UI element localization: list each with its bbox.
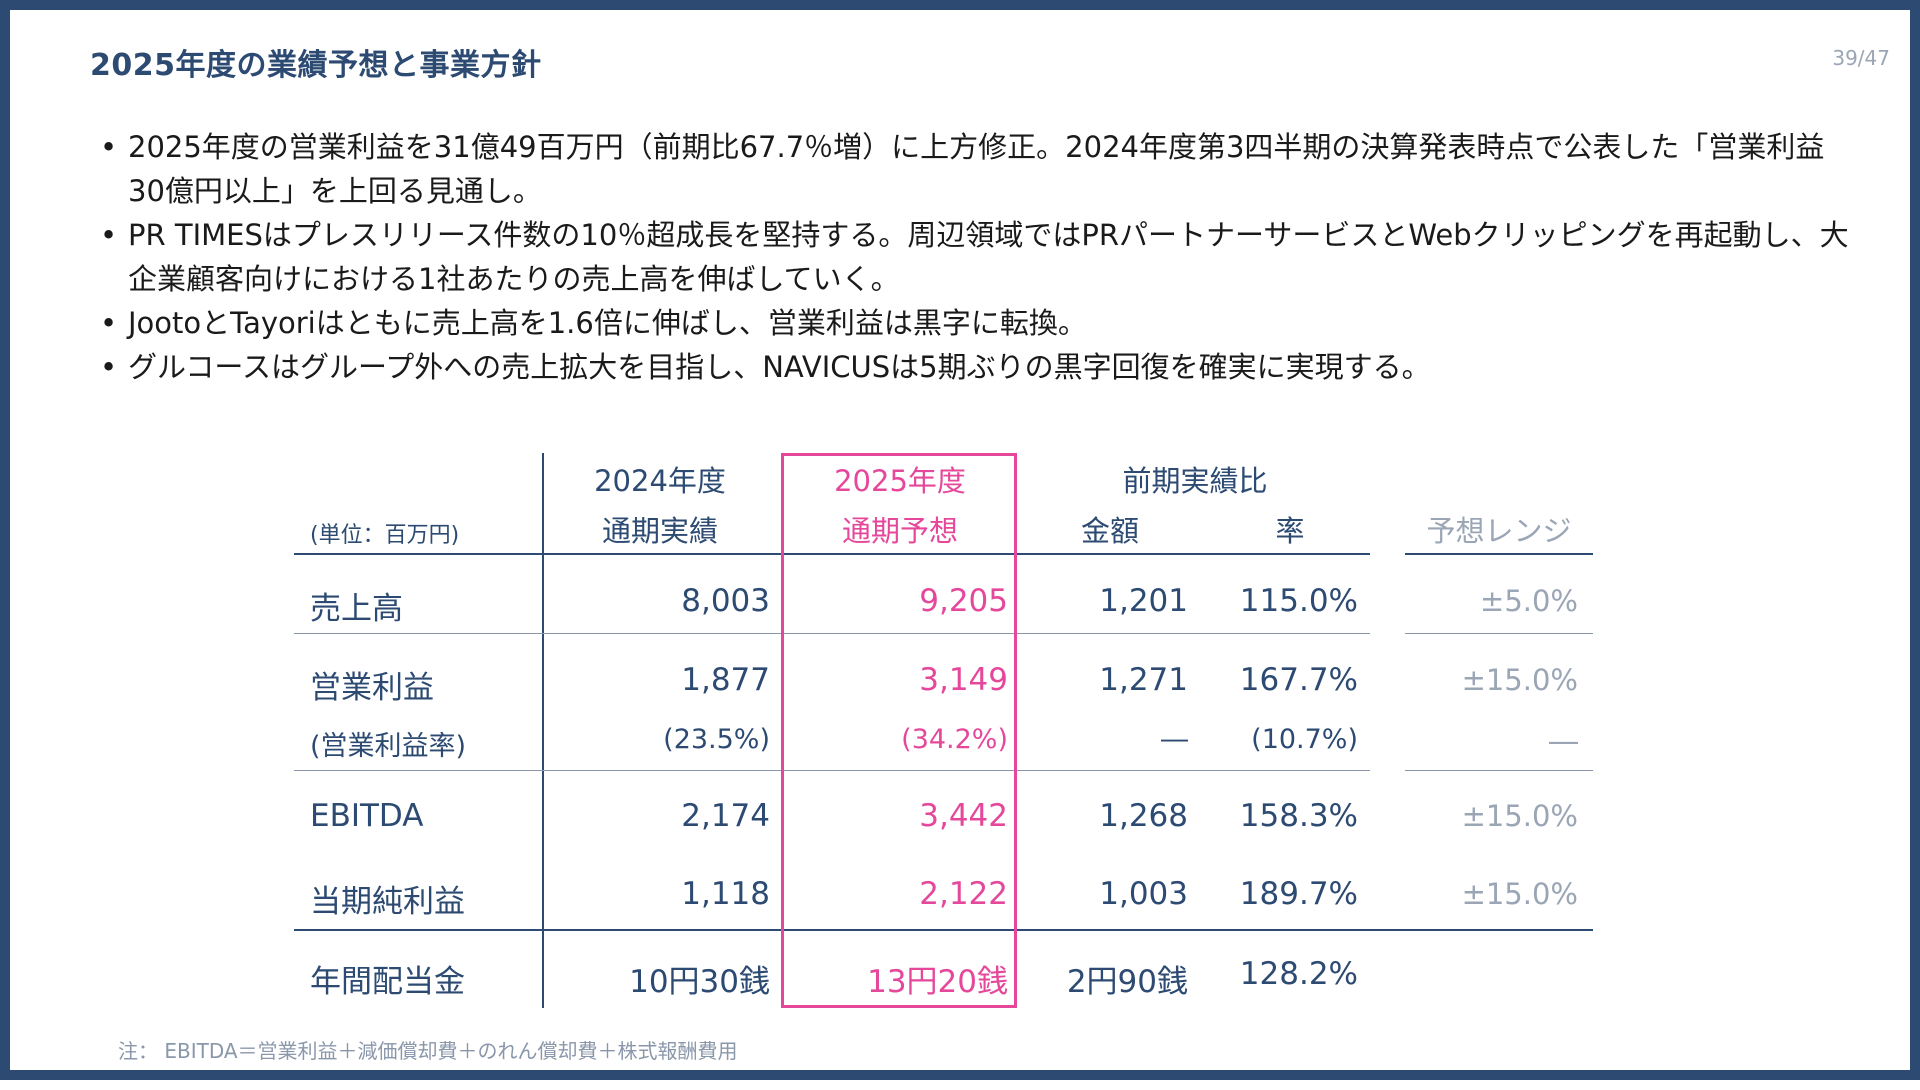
- cell-net-fy2024: 1,118: [681, 876, 770, 912]
- cell-sales-fy2024: 8,003: [681, 583, 770, 619]
- cell-opm-fy2024: (23.5%): [663, 724, 770, 755]
- cell-opm-amount: ―: [1161, 724, 1188, 755]
- header-underline: [294, 553, 1370, 555]
- table-divider-vertical: [542, 453, 544, 1008]
- row-divider-strong: [294, 929, 1593, 931]
- range-header-underline: [1405, 553, 1593, 555]
- cell-opm-fy2025: (34.2%): [901, 724, 1008, 755]
- row-label-dividend: 年間配当金: [310, 964, 465, 1000]
- header-fy2025-type: 通期予想: [841, 514, 958, 548]
- cell-net-rate: 189.7%: [1239, 876, 1358, 912]
- cell-ebitda-fy2025: 3,442: [919, 798, 1008, 834]
- cell-div-amount: 2円90銭: [1066, 964, 1188, 1000]
- cell-ebitda-amount: 1,268: [1099, 798, 1188, 834]
- bullet-item: PR TIMESはプレスリリース件数の10％超成長を堅持する。周辺領域ではPRパ…: [98, 213, 1858, 301]
- cell-op-range: ±15.0%: [1461, 663, 1578, 697]
- cell-sales-amount: 1,201: [1099, 583, 1188, 619]
- row-divider: [294, 770, 1370, 771]
- header-fy2024-year: 2024年度: [594, 464, 726, 498]
- cell-div-fy2024: 10円30銭: [629, 964, 770, 1000]
- row-divider: [1405, 770, 1593, 771]
- cell-sales-range: ±5.0%: [1480, 584, 1578, 618]
- cell-sales-rate: 115.0%: [1239, 583, 1358, 619]
- bullet-item: JootoとTayoriはともに売上高を1.6倍に伸ばし、営業利益は黒字に転換。: [98, 301, 1858, 345]
- row-label-op-margin: (営業利益率): [310, 731, 467, 762]
- slide-title: 2025年度の業績予想と事業方針: [90, 48, 542, 83]
- cell-op-fy2024: 1,877: [681, 662, 770, 698]
- row-divider: [1405, 633, 1593, 634]
- cell-sales-fy2025: 9,205: [919, 583, 1008, 619]
- row-label-sales: 売上高: [310, 591, 403, 627]
- cell-net-range: ±15.0%: [1461, 877, 1578, 911]
- cell-opm-rate: (10.7%): [1251, 724, 1358, 755]
- unit-label: (単位：百万円): [310, 523, 460, 548]
- header-range: 予想レンジ: [1426, 514, 1572, 548]
- forecast-table: (単位：百万円) 2024年度 通期実績 2025年度 通期予想 前期実績比 金…: [10, 10, 1920, 1090]
- cell-op-rate: 167.7%: [1239, 662, 1358, 698]
- header-yoy-group: 前期実績比: [1122, 464, 1268, 498]
- cell-ebitda-fy2024: 2,174: [681, 798, 770, 834]
- cell-ebitda-range: ±15.0%: [1461, 799, 1578, 833]
- cell-opm-range: ―: [1549, 724, 1578, 758]
- row-label-ebitda: EBITDA: [310, 798, 424, 834]
- row-label-net-income: 当期純利益: [310, 884, 465, 920]
- row-label-op-income: 営業利益: [310, 670, 434, 706]
- cell-op-amount: 1,271: [1099, 662, 1188, 698]
- cell-op-fy2025: 3,149: [919, 662, 1008, 698]
- bullet-list: 2025年度の営業利益を31億49百万円（前期比67.7％増）に上方修正。202…: [98, 125, 1858, 389]
- bullet-item: グルコースはグループ外への売上拡大を目指し、NAVICUSは5期ぶりの黒字回復を…: [98, 345, 1858, 389]
- cell-div-fy2025: 13円20銭: [867, 964, 1008, 1000]
- cell-ebitda-rate: 158.3%: [1239, 798, 1358, 834]
- cell-net-fy2025: 2,122: [919, 876, 1008, 912]
- cell-div-rate: 128.2%: [1239, 956, 1358, 992]
- row-divider: [294, 633, 1370, 634]
- page-number: 39/47: [1832, 46, 1890, 70]
- header-fy2024-type: 通期実績: [601, 514, 718, 548]
- header-yoy-amount: 金額: [1080, 514, 1139, 548]
- bullet-item: 2025年度の営業利益を31億49百万円（前期比67.7％増）に上方修正。202…: [98, 125, 1858, 213]
- header-fy2025-year: 2025年度: [834, 464, 966, 498]
- cell-net-amount: 1,003: [1099, 876, 1188, 912]
- header-yoy-rate: 率: [1275, 514, 1305, 548]
- footnote: 注： EBITDA＝営業利益＋減価償却費＋のれん償却費＋株式報酬費用: [118, 1039, 738, 1063]
